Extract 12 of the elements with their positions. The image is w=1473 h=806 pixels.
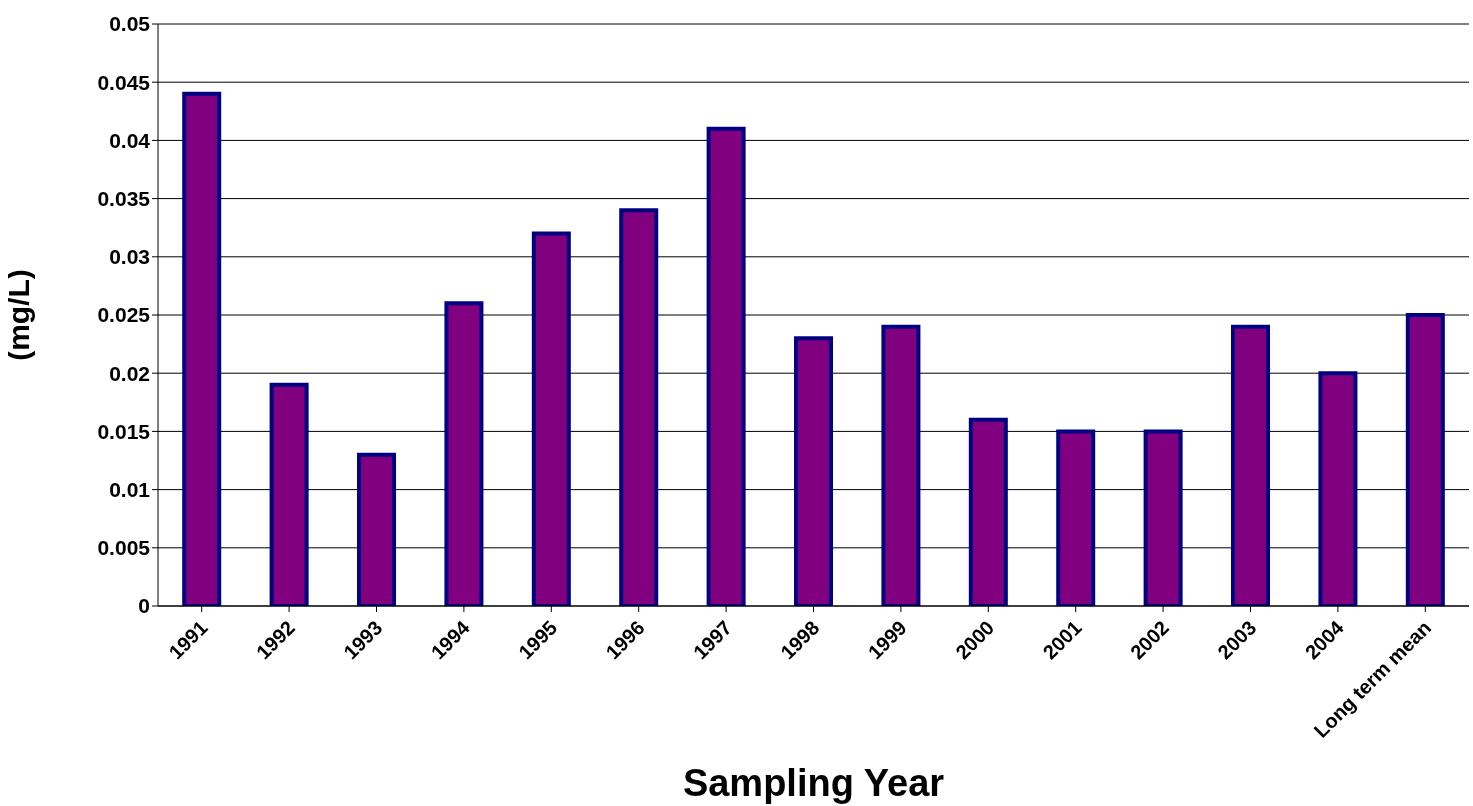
y-tick-label: 0.035: [97, 187, 151, 211]
y-tick-label: 0.05: [109, 12, 151, 36]
y-tick-label: 0.04: [109, 128, 151, 152]
y-tick-label: 0.005: [97, 536, 151, 560]
x-axis-title: Sampling Year: [682, 762, 945, 804]
y-tick-label: 0.03: [109, 245, 150, 269]
y-tick-label: 0.01: [109, 478, 151, 502]
y-tick-label: 0.025: [97, 303, 151, 327]
y-tick-label: 0: [138, 594, 150, 618]
y-tick-label: 0.02: [109, 361, 150, 385]
y-tick-label: 0.015: [97, 419, 151, 443]
y-tick-label: 0.045: [97, 70, 151, 94]
